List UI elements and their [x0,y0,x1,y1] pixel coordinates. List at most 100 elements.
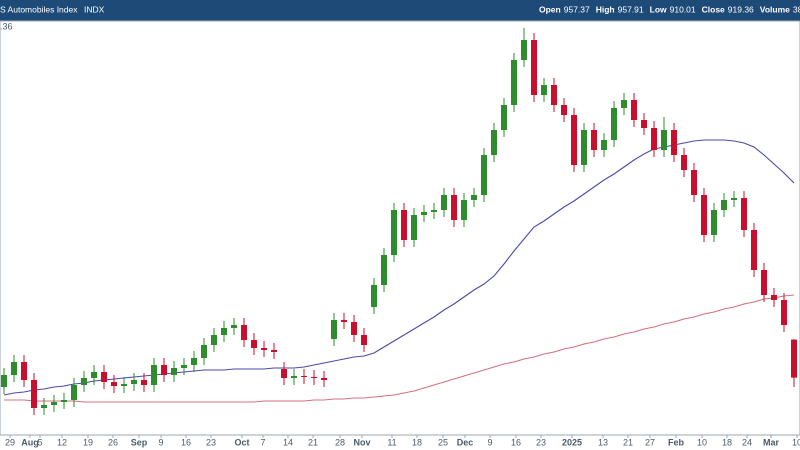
x-tick-label: Aug [21,437,39,447]
x-tick-label: Oct [234,437,249,447]
candle-body [171,368,177,375]
candle-body [281,369,287,378]
x-tick-label: Feb [668,437,685,447]
candle-body [481,155,487,195]
candle-body [421,212,427,215]
candle-body [341,320,347,322]
x-tick-label: Nov [353,437,370,447]
candle-body [111,382,117,386]
candle-body [221,328,227,335]
x-tick-label: 9 [487,437,492,447]
candle-body [431,210,437,212]
candle-body [591,130,597,150]
x-tick-label: 10 [697,437,707,447]
candle-body [441,195,447,210]
candle-body [391,210,397,255]
candle-body [251,340,257,348]
x-tick-label: Dec [457,437,474,447]
stat-value: 38.8B [793,4,800,14]
stat-value: 957.37 [564,4,590,14]
x-tick-label: 5 [37,437,42,447]
x-tick-label: 9 [158,437,163,447]
candle-body [661,130,667,150]
x-tick-label: 11 [387,437,396,447]
candle-body [131,380,137,384]
x-tick-label: 23 [536,437,546,447]
stat-label: Low [650,4,667,14]
x-tick-label: 23 [206,437,216,447]
candle-body [651,128,657,150]
candle-body [311,377,317,378]
x-tick-label: Sep [131,437,148,447]
candle-body [571,115,577,165]
header-bar [0,0,800,21]
candle-body [191,358,197,365]
candle-body [121,384,127,386]
x-tick-label: 21 [308,437,318,447]
x-tick-label: 12 [57,437,67,447]
candle-body [521,40,527,60]
moving-average [4,294,795,403]
candle-body [691,170,697,195]
candle-body [731,198,737,200]
candle-body [491,130,497,155]
candle-body [321,378,327,380]
candle-body [301,376,307,377]
stat-value: 957.91 [618,4,644,14]
x-tick-label: 24 [742,437,752,447]
candle-body [471,195,477,200]
candle-body [791,339,797,378]
candle-body [91,372,97,378]
candle-body [751,230,757,270]
candle-body [641,120,647,128]
x-tick-label: 16 [511,437,521,447]
x-tick-label: 2025 [562,437,582,447]
candle-body [511,60,517,105]
plot-area [0,20,800,436]
candle-body [621,100,627,108]
candle-body [501,105,507,130]
candle-body [461,200,467,220]
x-tick-label: 25 [438,437,448,447]
candle-body [541,85,547,95]
candle-body [781,300,787,325]
x-tick-label: 7 [260,437,265,447]
candle-body [351,322,357,335]
x-tick-label: 14 [283,437,293,447]
x-tick-label: Mar [763,437,780,447]
x-tick-label: 26 [108,437,118,447]
candle-body [181,365,187,368]
stat-label: Volume [760,4,790,14]
candle-body [601,140,607,150]
candle-body [211,335,217,345]
candle-body [11,362,17,375]
stat-label: High [596,4,615,14]
x-tick-label: 21 [623,437,633,447]
candle-body [81,378,87,385]
stat-label: Close [702,4,725,14]
candle-body [451,195,457,220]
candle-body [381,255,387,285]
candle-body [711,210,717,235]
candle-body [1,375,7,387]
x-tick-label: 13 [598,437,608,447]
candle-body [561,105,567,115]
x-tick-label: 18 [412,437,422,447]
candle-body [71,385,77,400]
candle-body [141,380,147,385]
stat-value: 910.01 [670,4,696,14]
price-label: .36 [0,21,13,31]
candle-body [261,348,267,350]
candle-body [271,350,277,352]
candle-body [761,270,767,295]
candle-body [241,325,247,340]
stat-label: Open [539,4,561,14]
candle-body [611,108,617,140]
candle-body [531,40,537,95]
candle-body [21,362,27,380]
x-tick-label: 10 [792,437,800,447]
candle-body [291,376,297,378]
candle-body [411,215,417,240]
